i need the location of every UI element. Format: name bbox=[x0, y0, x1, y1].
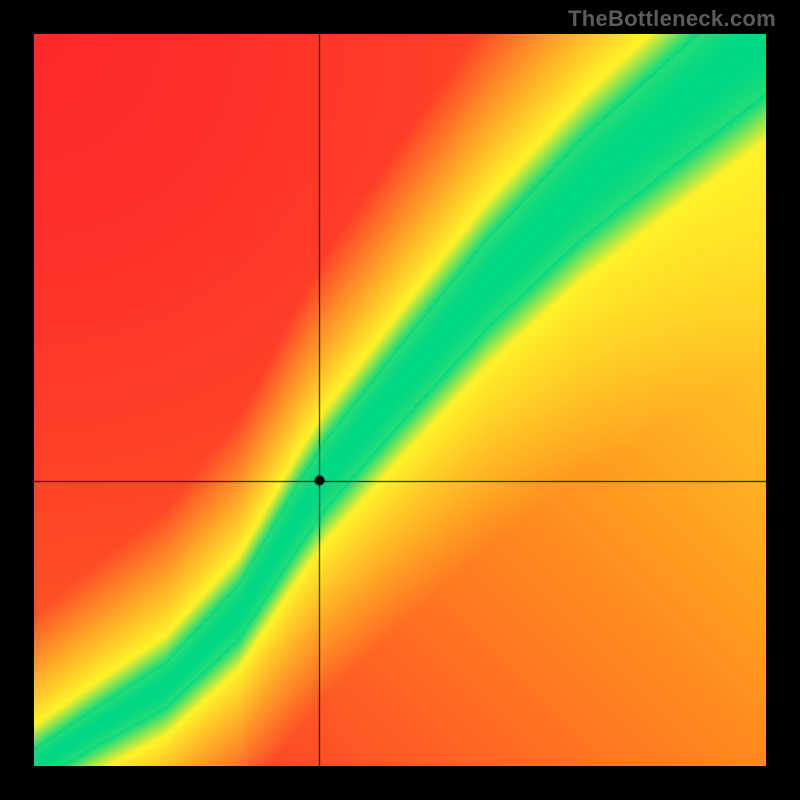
watermark-text: TheBottleneck.com bbox=[568, 6, 776, 32]
chart-frame: TheBottleneck.com bbox=[0, 0, 800, 800]
crosshair-overlay bbox=[34, 34, 766, 766]
